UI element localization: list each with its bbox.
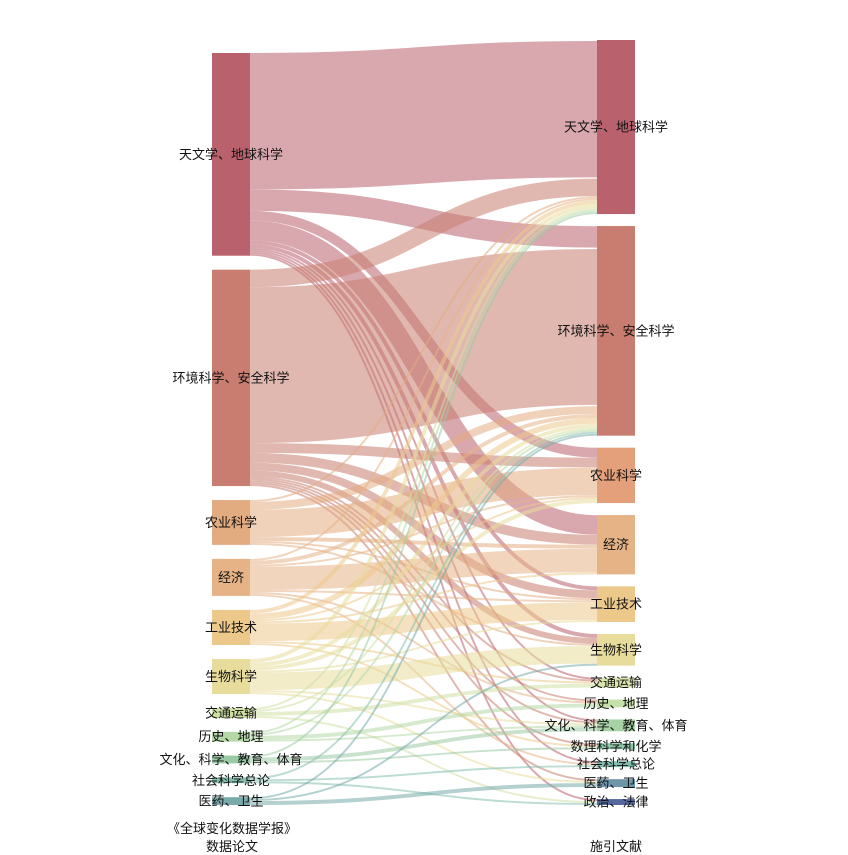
target-node <box>597 447 635 504</box>
sankey-link <box>249 41 598 190</box>
source-node <box>212 658 250 695</box>
sankey-link <box>249 645 598 691</box>
sankey-link <box>249 620 598 673</box>
target-node-label: 交通运输 <box>590 675 642 691</box>
target-node-label: 生物科学 <box>590 642 642 658</box>
sankey-link <box>249 200 598 614</box>
target-node-label: 历史、地理 <box>583 697 648 712</box>
left-caption-line-1: 《全球变化数据学报》 <box>167 821 297 837</box>
target-node <box>597 226 635 436</box>
source-node-label: 文化、科学、教育、体育 <box>159 752 302 768</box>
sankey-link <box>249 572 598 624</box>
sankey-link <box>249 196 598 502</box>
source-node <box>212 731 250 742</box>
target-node-label: 农业科学 <box>590 468 642 484</box>
sankey-link <box>249 413 598 565</box>
sankey-link <box>249 602 598 642</box>
sankey-link <box>249 198 598 561</box>
sankey-link <box>249 783 598 806</box>
sankey-link <box>249 643 598 748</box>
source-node <box>212 269 250 487</box>
target-node <box>597 699 635 708</box>
sankey-link <box>249 467 598 538</box>
sankey-link <box>249 690 598 726</box>
sankey-link <box>249 210 598 734</box>
source-node-label: 工业技术 <box>205 621 257 636</box>
source-node-label: 经济 <box>218 571 244 586</box>
target-node <box>597 719 635 732</box>
target-node-label: 政治、法律 <box>583 796 648 811</box>
source-node-label: 天文学、地球科学 <box>179 147 283 163</box>
target-node <box>597 633 635 666</box>
sankey-link <box>249 497 598 622</box>
target-node <box>597 40 635 215</box>
target-node-label: 工业技术 <box>590 598 642 613</box>
right-caption: 施引文献 <box>590 840 642 855</box>
target-node <box>597 799 635 805</box>
sankey-link <box>249 417 598 620</box>
sankey-link <box>249 542 598 646</box>
sankey-link <box>249 423 598 667</box>
source-node <box>212 53 250 256</box>
left-caption: 《全球变化数据学报》 数据论文 <box>167 821 297 855</box>
target-node-label: 天文学、地球科学 <box>564 120 668 136</box>
source-node <box>212 777 250 784</box>
sankey-link <box>249 663 598 802</box>
target-node-label: 社会科学总论 <box>577 757 655 773</box>
sankey-link <box>249 429 598 736</box>
source-node-label: 医药、卫生 <box>198 795 263 810</box>
sankey-link <box>249 683 598 716</box>
sankey-link <box>249 248 598 444</box>
source-node-label: 环境科学、安全科学 <box>172 370 289 386</box>
source-node-label: 历史、地理 <box>198 730 263 745</box>
source-node <box>212 609 250 645</box>
sankey-link <box>249 727 598 762</box>
source-node <box>212 708 250 718</box>
target-node-label: 医药、卫生 <box>583 777 648 792</box>
sankey-link <box>249 715 598 804</box>
source-node-label: 生物科学 <box>205 669 257 685</box>
sankey-links <box>249 41 598 806</box>
target-node <box>597 515 635 575</box>
sankey-link <box>249 470 598 644</box>
target-node <box>597 761 635 768</box>
sankey-nodes <box>212 40 635 805</box>
target-node <box>597 586 635 622</box>
source-node <box>212 755 250 764</box>
sankey-link <box>249 208 598 711</box>
target-node <box>597 677 635 688</box>
source-node <box>212 500 250 545</box>
target-node-label: 环境科学、安全科学 <box>557 323 674 339</box>
source-node <box>212 797 250 805</box>
sankey-link <box>249 427 598 712</box>
target-node-label: 数理科学和化学 <box>570 739 661 755</box>
source-node-label: 农业科学 <box>205 515 257 531</box>
source-node-label: 社会科学总论 <box>192 773 270 789</box>
sankey-link <box>249 212 598 758</box>
sankey-link <box>249 433 598 800</box>
sankey-link <box>249 495 598 567</box>
target-node <box>597 779 635 788</box>
source-node-label: 交通运输 <box>205 705 257 721</box>
sankey-link <box>249 703 598 740</box>
sankey-link <box>249 592 598 704</box>
source-node <box>212 558 250 596</box>
sankey-link <box>249 480 598 724</box>
sankey-link <box>249 204 598 663</box>
target-node-label: 文化、科学、教育、体育 <box>544 718 687 734</box>
sankey-link <box>249 499 598 671</box>
sankey-link <box>249 178 598 288</box>
target-node-label: 经济 <box>603 538 629 553</box>
sankey-labels: 天文学、地球科学环境科学、安全科学农业科学经济工业技术生物科学交通运输历史、地理… <box>159 120 687 811</box>
left-caption-line-2: 数据论文 <box>206 840 258 855</box>
target-node <box>597 743 635 750</box>
sankey-link <box>249 431 598 780</box>
